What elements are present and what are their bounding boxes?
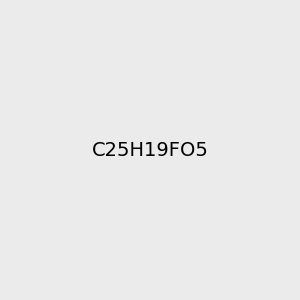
- Text: C25H19FO5: C25H19FO5: [92, 140, 208, 160]
